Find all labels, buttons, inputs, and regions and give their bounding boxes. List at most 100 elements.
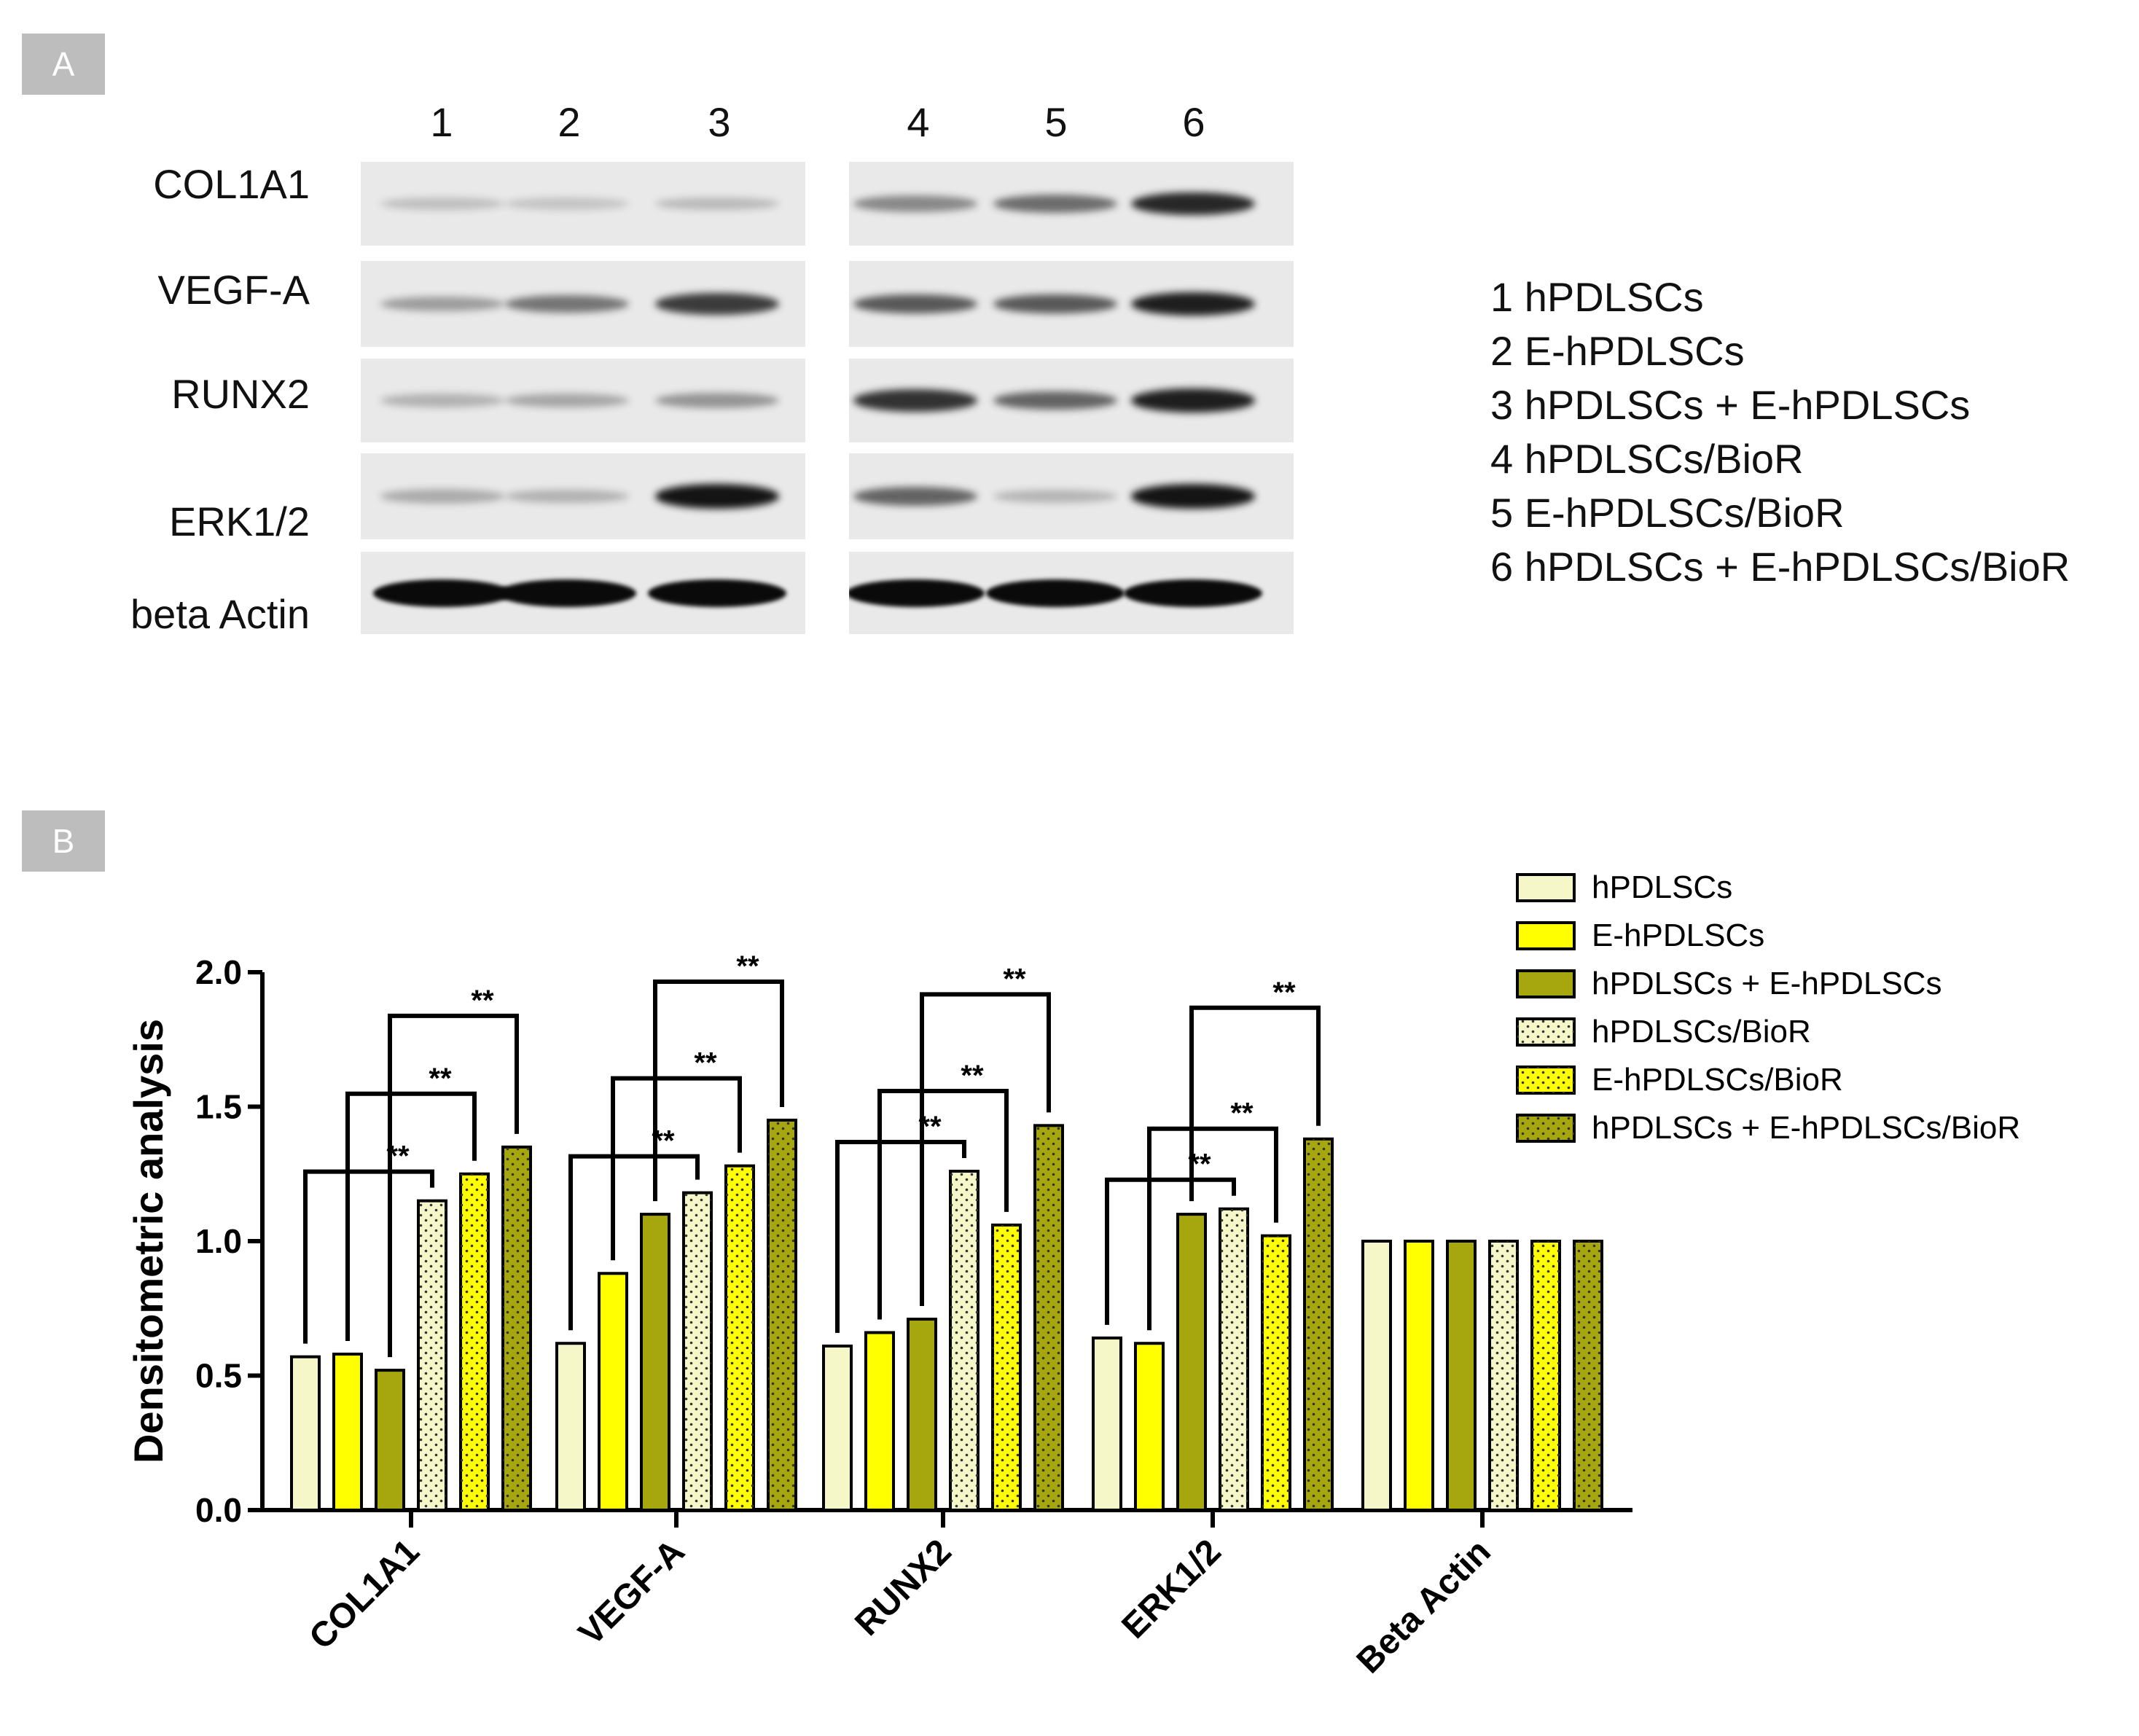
bar — [1361, 1240, 1392, 1512]
bar-pattern — [950, 1171, 978, 1510]
significance-label: ** — [961, 1060, 984, 1092]
lane-key-item: 1 hPDLSCs — [1490, 274, 1704, 320]
legend-swatch-pattern — [1517, 1115, 1574, 1141]
blot-band — [853, 487, 977, 506]
significance-bracket — [1189, 1005, 1321, 1202]
significance-bracket — [388, 1013, 519, 1358]
legend-swatch-pattern — [1517, 1019, 1574, 1045]
legend-swatch — [1516, 921, 1576, 950]
panel-a-tag: A — [22, 34, 105, 95]
bar-chart: 0.0 0.5 1.0 1.5 2.0 Densitometric analysis COL… — [125, 869, 2020, 1681]
blot-strip — [849, 261, 1294, 347]
blot-band — [373, 579, 512, 607]
bar — [290, 1355, 321, 1512]
legend-label: E-hPDLSCs/BioR — [1592, 1062, 1843, 1098]
legend-swatch-pattern — [1517, 1067, 1574, 1093]
significance-bracket — [1105, 1177, 1236, 1325]
protein-label-erk: ERK1/2 — [169, 498, 310, 544]
bar-pattern — [768, 1119, 796, 1510]
bar-pattern — [503, 1146, 531, 1510]
lane-number: 2 — [558, 99, 581, 145]
bar-pattern — [1532, 1241, 1560, 1510]
protein-label-beta-actin: beta Actin — [130, 591, 310, 637]
blot-strip — [361, 162, 805, 246]
legend-label: E-hPDLSCs — [1592, 918, 1764, 953]
lane-number: 6 — [1182, 99, 1205, 145]
blot-band — [380, 489, 504, 504]
significance-label: ** — [471, 985, 494, 1017]
significance-bracket — [877, 1089, 1009, 1320]
x-tick-label: Beta Actin — [1350, 1532, 1498, 1681]
blot-band — [655, 293, 779, 315]
significance-bracket — [568, 1154, 700, 1331]
legend-label: hPDLSCs — [1592, 869, 1732, 905]
legend-swatch — [1516, 873, 1576, 902]
bar — [1404, 1240, 1434, 1512]
blot-band — [648, 579, 786, 607]
lane-number: 3 — [708, 99, 731, 145]
blot-band — [853, 195, 977, 212]
blot-strip — [849, 162, 1294, 246]
x-tick-label: RUNX2 — [848, 1532, 959, 1643]
bar-pattern — [1035, 1125, 1063, 1510]
blot-band — [505, 489, 629, 504]
blot-band — [655, 484, 779, 509]
blot-band — [380, 296, 504, 312]
lane-key-item: 2 E-hPDLSCs — [1490, 328, 1745, 374]
lane-number: 1 — [430, 99, 453, 145]
blot-band — [993, 391, 1117, 410]
lane-key-item: 4 hPDLSCs/BioR — [1490, 436, 1804, 482]
significance-label: ** — [736, 950, 759, 982]
x-tick-label: VEGF-A — [571, 1532, 692, 1653]
lane-key-item: 6 hPDLSCs + E-hPDLSCs/BioR — [1490, 544, 2070, 590]
significance-bracket — [345, 1091, 477, 1341]
blot-band — [1131, 292, 1255, 316]
blot-strip — [361, 552, 805, 634]
y-tick-label: 0.5 — [195, 1357, 242, 1395]
bar-pattern — [1574, 1241, 1602, 1510]
blot-band — [986, 579, 1125, 607]
blot-band — [505, 197, 629, 211]
bar — [907, 1318, 937, 1512]
y-axis-label: Densitometric analysis — [125, 1019, 171, 1463]
y-tick-label: 1.5 — [195, 1088, 242, 1126]
bar — [640, 1213, 670, 1512]
protein-label-col1a1: COL1A1 — [153, 161, 310, 207]
bar-pattern — [1262, 1235, 1290, 1510]
lane-key-item: 5 E-hPDLSCs/BioR — [1490, 490, 1845, 536]
bar-pattern — [726, 1165, 754, 1510]
bar-pattern — [1220, 1208, 1248, 1510]
bar-pattern — [1490, 1241, 1517, 1510]
blot-band — [853, 294, 977, 314]
blot-strip — [361, 261, 805, 347]
blot-band — [1131, 484, 1255, 509]
significance-bracket — [611, 1076, 742, 1261]
bar-pattern — [1305, 1138, 1332, 1510]
lane-key-item: 3 hPDLSCs + E-hPDLSCs — [1490, 382, 1971, 428]
blot-band — [505, 393, 629, 408]
blot-band — [1124, 579, 1262, 607]
blot-band — [993, 195, 1117, 213]
blot-band — [849, 579, 985, 607]
bar — [1092, 1336, 1122, 1512]
x-tick-label: ERK1/2 — [1114, 1532, 1228, 1646]
blot-band — [853, 389, 977, 412]
legend-label: hPDLSCs/BioR — [1592, 1014, 1811, 1049]
blot-band — [505, 294, 629, 313]
blot-band — [993, 294, 1117, 314]
blot-band — [498, 579, 636, 607]
blot-strip — [361, 359, 805, 442]
significance-bracket — [653, 979, 784, 1202]
bar-pattern — [461, 1173, 488, 1510]
lane-number: 5 — [1044, 99, 1068, 145]
significance-label: ** — [1272, 977, 1296, 1009]
significance-bracket — [303, 1169, 434, 1344]
y-tick-label: 0.0 — [195, 1491, 242, 1529]
bar — [332, 1352, 363, 1512]
y-tick-label: 2.0 — [195, 953, 242, 991]
significance-label: ** — [1230, 1098, 1254, 1130]
bar — [555, 1342, 586, 1512]
protein-label-runx2: RUNX2 — [171, 371, 310, 417]
blot-band — [1131, 388, 1255, 413]
blot-band — [380, 394, 504, 407]
